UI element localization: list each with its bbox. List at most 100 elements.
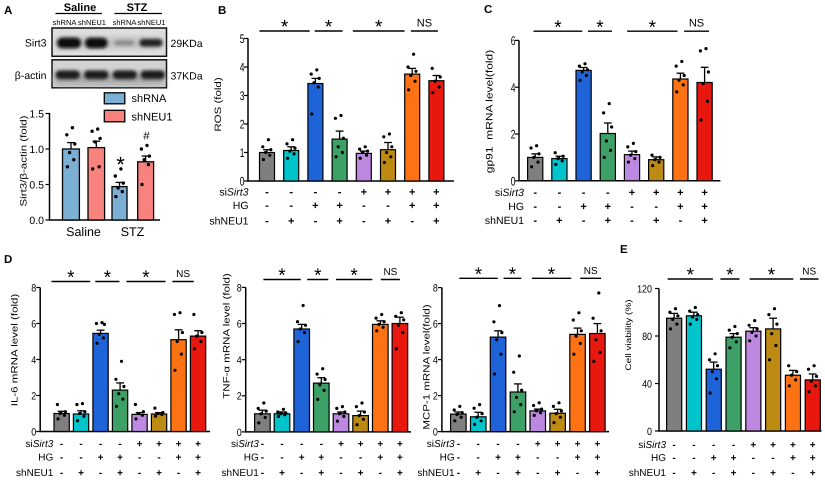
svg-text:-: - <box>265 215 269 227</box>
svg-text:0: 0 <box>433 427 438 439</box>
svg-text:-: - <box>289 186 293 198</box>
svg-text:+: + <box>677 187 683 199</box>
svg-text:*: * <box>350 266 358 287</box>
svg-text:siSirt3: siSirt3 <box>219 186 248 198</box>
svg-text:-: - <box>339 453 342 464</box>
svg-text:1: 1 <box>240 146 245 160</box>
svg-text:2: 2 <box>240 118 245 132</box>
svg-text:-: - <box>289 200 293 212</box>
svg-text:*: * <box>726 265 734 286</box>
svg-text:+: + <box>575 439 581 450</box>
svg-text:+: + <box>605 201 611 213</box>
svg-text:*: * <box>554 17 562 38</box>
svg-text:-: - <box>576 468 579 479</box>
svg-text:-: - <box>79 439 82 450</box>
svg-text:-: - <box>679 215 683 227</box>
svg-text:HG: HG <box>508 201 524 213</box>
svg-text:-: - <box>362 215 366 227</box>
svg-text:HG: HG <box>440 453 455 464</box>
svg-text:0: 0 <box>511 174 516 188</box>
svg-text:NS: NS <box>383 267 397 278</box>
svg-text:*: * <box>278 266 286 287</box>
svg-text:-: - <box>477 453 480 464</box>
svg-text:-: - <box>320 439 323 450</box>
svg-text:6: 6 <box>511 34 516 48</box>
svg-text:-: - <box>582 187 586 199</box>
svg-text:+: + <box>78 468 84 479</box>
svg-text:+: + <box>336 200 342 212</box>
svg-text:+: + <box>397 453 403 464</box>
svg-text:-: - <box>752 468 755 479</box>
svg-text:Sirt3: Sirt3 <box>25 38 47 50</box>
svg-text:-: - <box>386 200 390 212</box>
svg-text:8: 8 <box>31 282 36 294</box>
svg-text:+: + <box>385 186 391 198</box>
svg-text:+: + <box>750 440 756 451</box>
svg-text:+: + <box>195 453 201 464</box>
svg-text:+: + <box>731 468 737 479</box>
svg-text:IL-6 mRNA level (fold): IL-6 mRNA level (fold) <box>10 294 20 407</box>
svg-text:-: - <box>265 200 269 212</box>
svg-text:+: + <box>575 453 581 464</box>
svg-text:-: - <box>60 439 63 450</box>
svg-text:shNEU1: shNEU1 <box>78 18 106 27</box>
svg-text:Saline: Saline <box>66 225 101 239</box>
svg-text:0: 0 <box>647 426 652 438</box>
svg-text:HG: HG <box>233 200 249 212</box>
svg-text:NS: NS <box>176 269 190 280</box>
svg-text:-: - <box>732 440 735 451</box>
svg-text:+: + <box>299 453 305 464</box>
svg-text:STZ: STZ <box>121 225 145 239</box>
svg-text:5: 5 <box>240 32 245 46</box>
svg-text:A: A <box>4 5 12 17</box>
svg-text:+: + <box>556 215 562 227</box>
svg-text:*: * <box>509 265 517 286</box>
svg-text:Saline: Saline <box>64 2 96 14</box>
svg-text:-: - <box>496 468 499 479</box>
svg-text:0: 0 <box>237 427 242 439</box>
svg-text:-: - <box>558 201 562 213</box>
svg-text:+: + <box>770 440 776 451</box>
svg-text:-: - <box>300 439 303 450</box>
svg-text:-: - <box>582 215 586 227</box>
svg-text:NS: NS <box>802 267 816 278</box>
svg-text:shNEU1: shNEU1 <box>485 215 524 227</box>
svg-text:siSirt3: siSirt3 <box>427 439 455 450</box>
svg-text:+: + <box>691 468 697 479</box>
svg-text:4: 4 <box>433 355 438 367</box>
svg-text:shNEU1: shNEU1 <box>209 215 248 227</box>
svg-text:+: + <box>318 468 324 479</box>
svg-text:-: - <box>516 439 519 450</box>
svg-text:-: - <box>280 439 283 450</box>
svg-text:+: + <box>358 468 364 479</box>
svg-text:+: + <box>701 215 707 227</box>
svg-text:shNEU1: shNEU1 <box>629 468 667 479</box>
svg-text:+: + <box>98 453 104 464</box>
svg-text:+: + <box>605 215 611 227</box>
svg-text:+: + <box>594 453 600 464</box>
svg-text:E: E <box>620 244 628 256</box>
svg-text:*: * <box>104 268 112 289</box>
svg-text:+: + <box>495 453 501 464</box>
svg-text:shRNA: shRNA <box>132 93 168 105</box>
svg-text:*: * <box>596 17 604 38</box>
svg-text:shNEU1: shNEU1 <box>417 468 455 479</box>
svg-text:#: # <box>143 131 150 143</box>
svg-text:4: 4 <box>511 81 516 95</box>
svg-text:120: 120 <box>637 283 652 295</box>
svg-text:+: + <box>701 187 707 199</box>
svg-text:-: - <box>496 439 499 450</box>
svg-text:ROS (fold): ROS (fold) <box>214 77 224 131</box>
svg-text:gp91 mRNA level(fold): gp91 mRNA level(fold) <box>484 50 495 173</box>
svg-text:+: + <box>117 468 123 479</box>
svg-text:*: * <box>325 17 333 38</box>
svg-text:+: + <box>711 453 717 464</box>
svg-text:NS: NS <box>584 266 598 277</box>
svg-text:siSirt3: siSirt3 <box>231 439 259 450</box>
svg-text:+: + <box>433 186 439 198</box>
svg-text:-: - <box>99 468 102 479</box>
svg-text:-: - <box>338 186 342 198</box>
svg-text:+: + <box>279 468 285 479</box>
svg-text:40: 40 <box>642 378 652 390</box>
svg-text:-: - <box>280 453 283 464</box>
